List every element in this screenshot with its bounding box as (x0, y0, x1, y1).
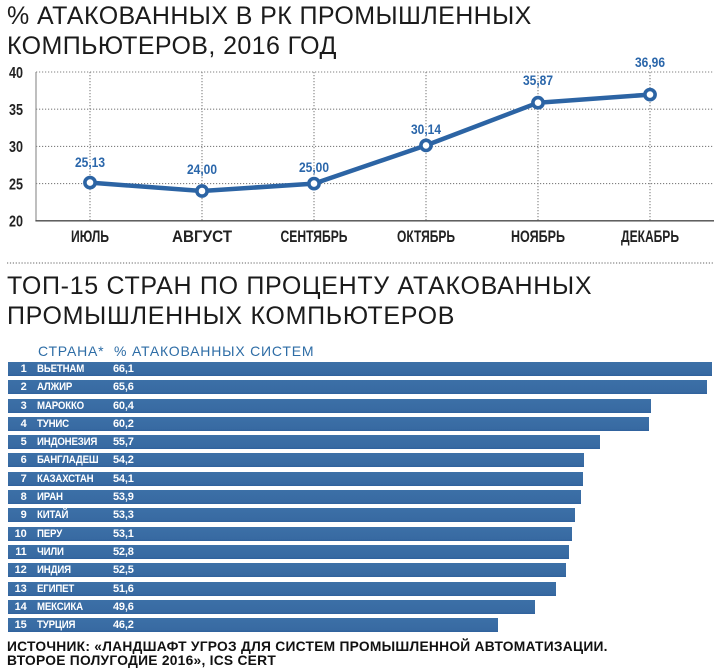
svg-text:25: 25 (9, 176, 23, 193)
svg-text:СЕНТЯБРЬ: СЕНТЯБРЬ (281, 228, 348, 246)
svg-text:ДЕКАБРЬ: ДЕКАБРЬ (621, 228, 679, 246)
svg-text:35: 35 (9, 102, 23, 119)
svg-text:АВГУСТ: АВГУСТ (172, 228, 232, 246)
svg-text:40: 40 (9, 65, 23, 82)
svg-text:30,14: 30,14 (411, 121, 441, 137)
svg-text:30: 30 (9, 139, 23, 156)
svg-text:ИЮЛЬ: ИЮЛЬ (71, 228, 109, 246)
svg-text:НОЯБРЬ: НОЯБРЬ (511, 228, 565, 246)
svg-text:36,96: 36,96 (635, 54, 665, 70)
svg-text:25,00: 25,00 (299, 159, 329, 175)
svg-text:35,87: 35,87 (523, 72, 553, 88)
svg-text:25,13: 25,13 (75, 154, 105, 170)
svg-text:24,00: 24,00 (187, 161, 217, 177)
svg-text:20: 20 (9, 214, 23, 231)
svg-text:ОКТЯБРЬ: ОКТЯБРЬ (397, 228, 455, 246)
